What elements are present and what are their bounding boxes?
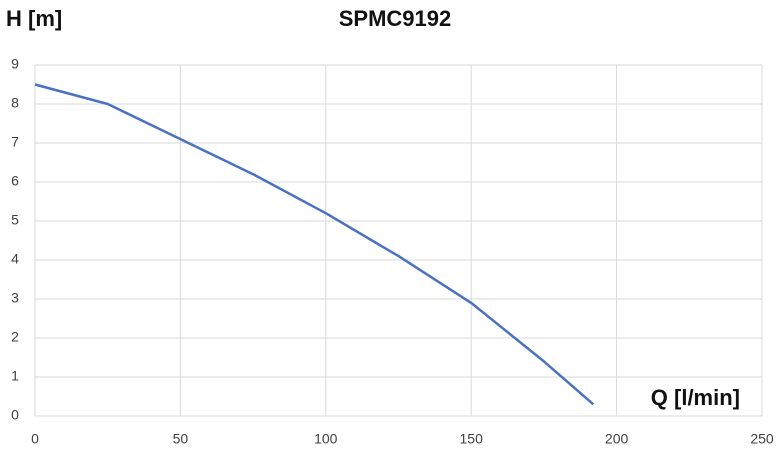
x-tick-label: 50 <box>173 431 189 447</box>
x-axis-label: Q [l/min] <box>651 385 740 410</box>
line-series <box>34 83 595 406</box>
y-tick-label: 2 <box>11 329 19 345</box>
x-tick-label: 100 <box>314 431 338 447</box>
y-tick-label: 9 <box>11 56 19 72</box>
y-axis-label: H [m] <box>6 6 62 31</box>
y-tick-label: 5 <box>11 212 19 228</box>
y-tick-label: 4 <box>11 251 19 267</box>
grid <box>34 64 763 417</box>
y-tick-label: 0 <box>11 407 19 423</box>
y-tick-label: 8 <box>11 95 19 111</box>
y-tick-label: 6 <box>11 173 19 189</box>
chart-title: SPMC9192 <box>339 6 452 31</box>
y-tick-label: 1 <box>11 368 19 384</box>
x-tick-label: 200 <box>605 431 629 447</box>
x-tick-label: 150 <box>460 431 484 447</box>
y-tick-label: 3 <box>11 290 19 306</box>
y-tick-label: 7 <box>11 134 19 150</box>
x-tick-label: 0 <box>31 431 39 447</box>
x-tick-label: 250 <box>750 431 774 447</box>
